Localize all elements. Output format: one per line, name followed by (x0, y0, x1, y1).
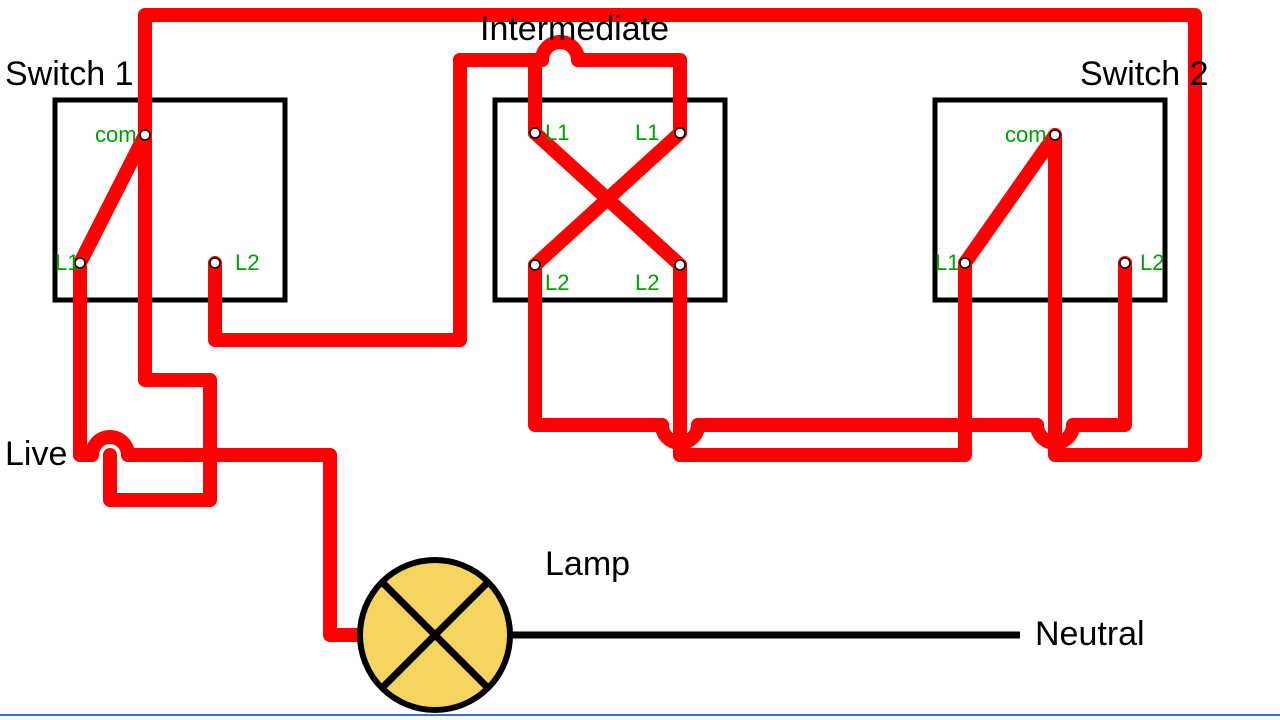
wiring-diagram: com L1 L2 L1 L1 L2 L2 com L1 L2 Switch 1 Switch 2 In… (0, 0, 1280, 720)
label-switch2: Switch 2 (1080, 55, 1209, 93)
svg-text:L1: L1 (935, 250, 959, 275)
svg-text:L1: L1 (55, 250, 79, 275)
svg-text:L2: L2 (635, 270, 659, 295)
label-neutral: Neutral (1035, 615, 1145, 653)
svg-text:L2: L2 (545, 270, 569, 295)
label-lamp: Lamp (545, 545, 630, 583)
label-live: Live (5, 435, 67, 473)
svg-text:L1: L1 (635, 120, 659, 145)
svg-text:com: com (95, 122, 137, 147)
label-switch1: Switch 1 (5, 55, 134, 93)
svg-text:L2: L2 (1140, 250, 1164, 275)
label-intermediate: Intermediate (480, 10, 669, 48)
svg-text:L1: L1 (545, 120, 569, 145)
svg-text:L2: L2 (235, 250, 259, 275)
svg-text:com: com (1005, 122, 1047, 147)
